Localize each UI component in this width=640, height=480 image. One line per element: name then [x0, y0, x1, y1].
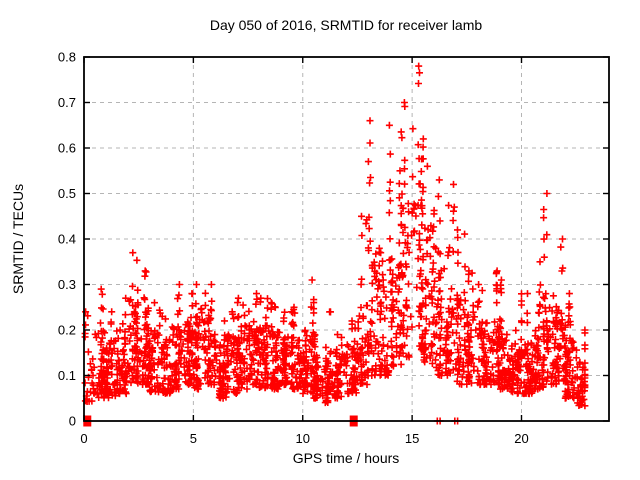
y-tick-label: 0.1: [58, 368, 76, 383]
y-axis-label: SRMTID / TECUs: [10, 184, 26, 294]
tick-labels: 0 5 10 15 20 0 0.1 0.2 0.3 0.4 0.5 0.6 0.7 0.8: [58, 50, 529, 447]
y-tick-label: 0.2: [58, 323, 76, 338]
y-tick-label: 0.8: [58, 50, 76, 65]
x-axis-label: GPS time / hours: [293, 450, 400, 466]
data-point-markers: [81, 62, 589, 425]
scatter-points: [81, 62, 589, 427]
y-tick-label: 0.3: [58, 277, 76, 292]
chart-title: Day 050 of 2016, SRMTID for receiver lam…: [210, 17, 483, 33]
y-tick-label: 0: [69, 414, 76, 429]
y-tick-label: 0.4: [58, 232, 76, 247]
x-tick-label: 15: [405, 431, 419, 446]
y-tick-label: 0.5: [58, 186, 76, 201]
x-tick-label: 20: [514, 431, 528, 446]
x-tick-label: 0: [80, 431, 87, 446]
x-tick-label: 10: [296, 431, 310, 446]
y-tick-label: 0.7: [58, 95, 76, 110]
x-tick-label: 5: [190, 431, 197, 446]
tick-marks: [83, 56, 609, 422]
y-tick-label: 0.6: [58, 141, 76, 156]
